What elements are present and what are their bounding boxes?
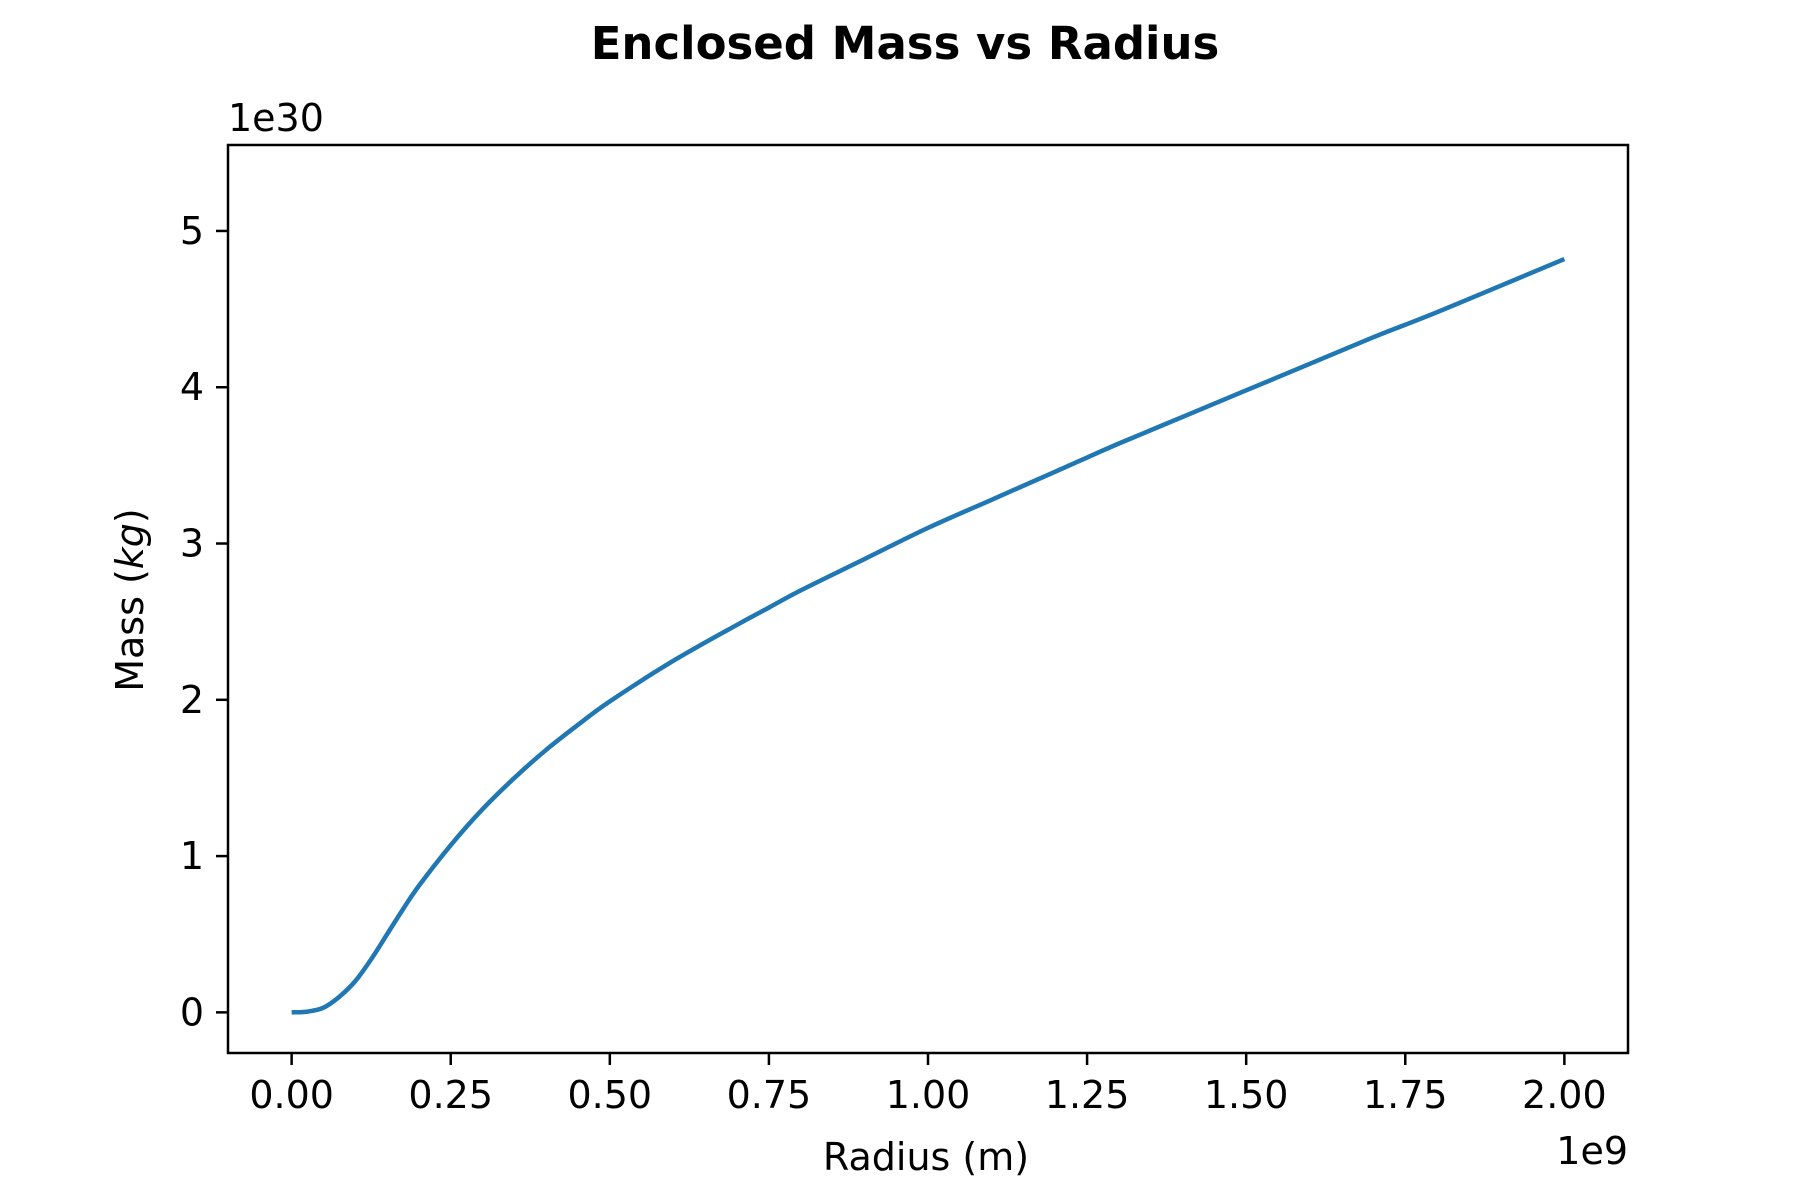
x-tick-label: 0.75 [727, 1073, 812, 1117]
series-line [291, 257, 1566, 1015]
y-axis-label-prefix: Mass ( [108, 569, 152, 692]
x-tick-label: 1.75 [1363, 1073, 1448, 1117]
y-tick-label: 3 [180, 522, 204, 566]
x-tick-label: 0.50 [568, 1073, 653, 1117]
x-tick-label: 0.25 [408, 1073, 493, 1117]
x-axis-ticks: 0.00 0.25 0.50 0.75 1.00 1.25 1.50 1.75 2.00 [249, 1053, 1607, 1117]
x-tick-label: 0.00 [249, 1073, 334, 1117]
x-tick-label: 1.00 [886, 1073, 971, 1117]
y-tick-label: 0 [180, 990, 204, 1034]
y-axis-label-suffix: ) [108, 508, 152, 523]
y-axis-label: Mass (kg) [108, 508, 152, 692]
x-tick-label: 1.50 [1204, 1073, 1289, 1117]
chart-title: Enclosed Mass vs Radius [591, 17, 1220, 70]
x-axis-offset-label: 1e9 [1556, 1129, 1628, 1173]
y-axis-ticks: 0 1 2 3 4 5 [180, 209, 228, 1034]
x-axis-label: Radius (m) [823, 1135, 1029, 1179]
x-tick-label: 2.00 [1522, 1073, 1607, 1117]
y-tick-label: 2 [180, 678, 204, 722]
plot-area-frame [226, 143, 1630, 1055]
y-axis-label-unit: kg [108, 523, 152, 569]
x-tick-label: 1.25 [1045, 1073, 1130, 1117]
y-axis-offset-label: 1e30 [228, 96, 324, 140]
y-tick-label: 1 [180, 834, 204, 878]
y-tick-label: 5 [180, 209, 204, 253]
y-tick-label: 4 [180, 365, 204, 409]
